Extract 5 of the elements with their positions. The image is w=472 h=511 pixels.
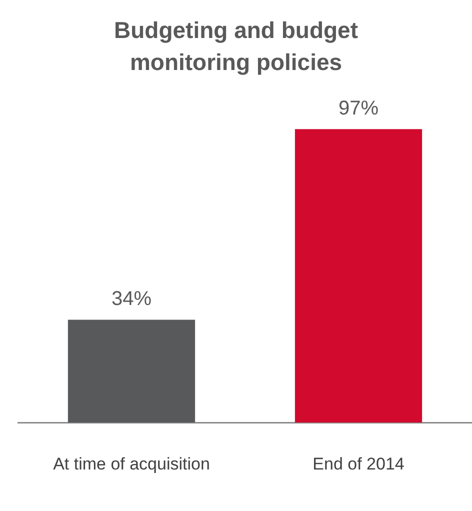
x-tick-label: End of 2014 <box>312 454 404 474</box>
chart-title: Budgeting and budget monitoring policies <box>114 17 358 75</box>
data-label: 34% <box>111 288 152 310</box>
x-tick-label: At time of acquisition <box>53 454 210 474</box>
data-label: 97% <box>338 98 379 120</box>
